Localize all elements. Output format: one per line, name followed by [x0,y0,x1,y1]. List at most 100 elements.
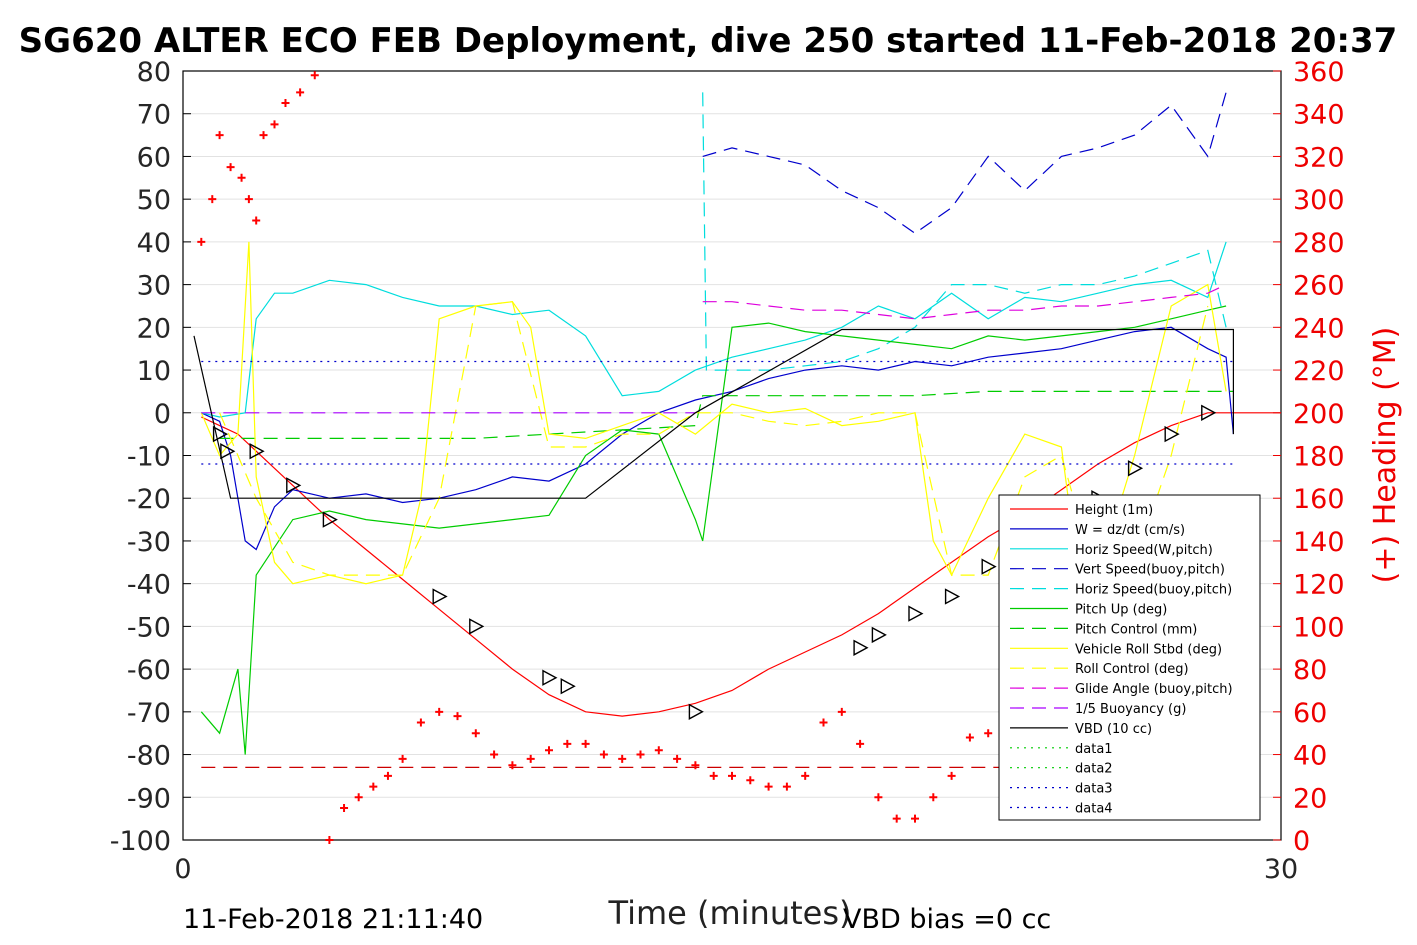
dive-marker [871,626,887,644]
series-layer [193,92,1281,768]
y-tick-label: -30 [127,527,171,558]
legend: Height (1m) W = dz/dt (cm/s) Horiz Speed(W… [998,494,1261,821]
series-line-0 [201,412,1281,717]
heading-point [471,729,480,738]
heading-point [354,793,363,802]
x-axis-label: Time (minutes) [608,894,852,932]
heading-point [929,793,938,802]
y2-tick-label: 160 [1293,484,1345,515]
y2-tick-label: 40 [1293,741,1327,772]
heading-point [281,99,290,108]
dive-marker [220,443,236,460]
dive-marker [212,425,229,443]
heading-point [398,754,407,763]
y2-tick-label: 140 [1293,527,1345,558]
heading-point [636,750,645,759]
heading-point [673,754,682,763]
heading-point [965,733,974,742]
y-tick-label: -70 [127,698,171,729]
dive-marker [1127,460,1144,477]
heading-point [654,746,663,755]
y-tick-label: 60 [137,142,171,173]
y-tick-label: 40 [137,228,171,259]
dive-marker [1201,404,1217,421]
legend-entry: Roll Control (deg) [1075,662,1189,677]
heading-point [325,836,334,844]
legend-entry: Horiz Speed(buoy,pitch) [1075,583,1232,598]
heading-point [911,814,919,823]
dive-marker [469,618,485,635]
series-line-11 [193,328,1235,499]
footer-vbd-bias: VBD bias =0 cc [843,904,1051,935]
y2-tick-label: 20 [1293,783,1327,814]
dive-marker [981,558,997,575]
series-line-4 [702,92,1227,371]
x-axis-ticks: 0 30 [174,832,1298,885]
heading-point [801,771,810,780]
heading-point [856,739,865,748]
legend-entry: W = dz/dt (cm/s) [1075,523,1185,538]
legend-entry: Height (1m) [1075,503,1153,518]
dive-marker [944,588,961,605]
heading-point [709,771,718,780]
y2-tick-label: 300 [1293,185,1345,216]
legend-entry: Pitch Up (deg) [1075,603,1167,618]
heading-point [369,782,378,791]
heading-point [215,131,224,140]
dive-marker [1164,425,1180,443]
series-line-7 [200,241,1227,585]
legend-entry: Glide Angle (buoy,pitch) [1075,682,1233,697]
heading-point [526,754,535,763]
y-tick-label: 0 [154,399,171,430]
y-tick-label: -60 [127,655,171,686]
heading-point [416,718,425,727]
y2-tick-label: 120 [1293,570,1345,601]
heading-point [545,746,553,755]
footer-timestamp: 11-Feb-2018 21:11:40 [183,904,483,935]
y2-tick-label: 360 [1293,57,1345,88]
series-line-3 [702,92,1227,235]
y-tick-label: -40 [127,570,171,601]
right-axis-ticks: 3603403203002802602402202001801601401201… [1273,57,1345,857]
y-tick-label: -80 [127,741,171,772]
legend-entry: data2 [1075,762,1113,777]
series-line-2 [201,241,1227,418]
heading-point [259,131,268,140]
x-tick-label: 0 [174,854,191,885]
dive-marker [688,703,704,720]
y2-tick-label: 260 [1293,271,1345,302]
left-axis-ticks: 80 70 60 50 40 30 20 10 0 -10 -20 -30 -40 -50 -60 -70 -8… [110,57,191,857]
heading-point [270,120,279,129]
legend-entry: data4 [1075,802,1113,817]
series-line-9 [702,284,1227,320]
y-tick-label: -20 [127,484,171,515]
y-tick-label: 20 [137,313,171,344]
y2-tick-label: 200 [1293,399,1345,430]
y2-tick-label: 220 [1293,356,1345,387]
heading-point [252,216,261,225]
y-tick-label: 50 [137,185,171,216]
heading-point [453,712,462,721]
y2-tick-label: 240 [1293,313,1345,344]
heading-point [819,718,828,727]
series-line-5 [200,305,1227,755]
heading-point [581,739,590,748]
legend-entry: Vert Speed(buoy,pitch) [1075,563,1225,578]
dive-marker [560,678,576,695]
y2-tick-label: 280 [1293,228,1345,259]
heading-point [244,195,253,204]
y-tick-label: 70 [137,100,171,131]
heading-point [197,237,206,246]
heading-point [508,761,517,770]
heading-point [837,707,846,716]
heading-point [563,739,572,748]
heading-point [728,771,736,780]
y2-tick-label: 80 [1293,655,1327,686]
heading-point [691,761,700,770]
heading-point [208,195,217,204]
y2-axis-label: (+) Heading (°M) [1368,327,1403,584]
y-tick-label: -90 [127,783,171,814]
dive-marker [542,669,558,686]
heading-point [618,754,627,763]
